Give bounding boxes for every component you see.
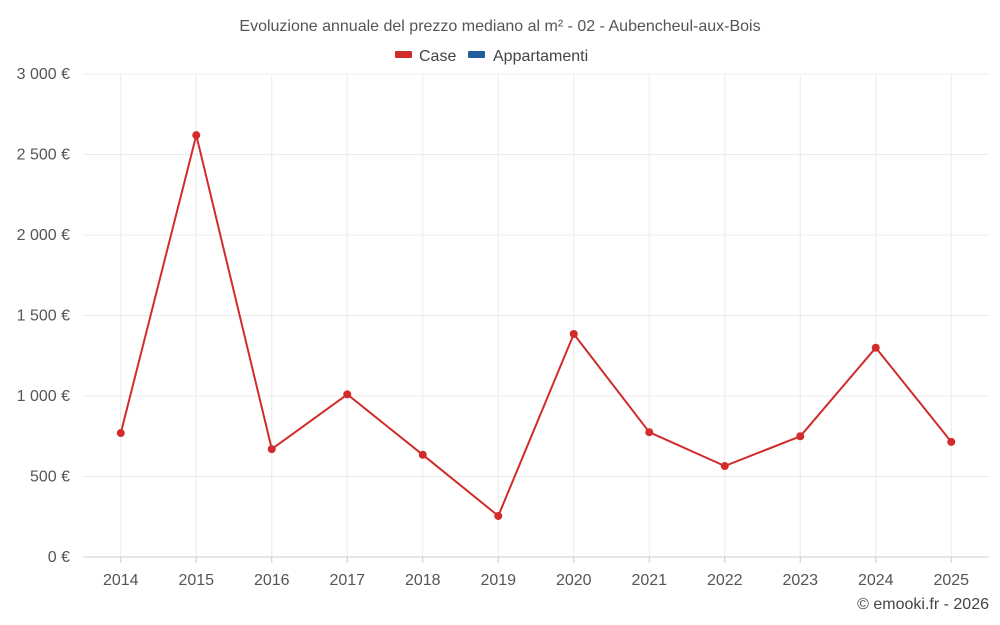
x-gridlines (120, 74, 952, 557)
y-tick-label: 2 500 € (17, 147, 70, 164)
chart-title: Evoluzione annuale del prezzo mediano al… (239, 18, 760, 35)
data-point-case-2015[interactable] (192, 131, 201, 140)
data-point-case-2024[interactable] (871, 343, 880, 352)
y-tick-label: 3 000 € (17, 66, 70, 83)
data-point-case-2020[interactable] (569, 330, 578, 339)
legend-label-case: Case (419, 48, 456, 65)
data-point-case-2014[interactable] (116, 429, 125, 438)
data-point-case-2017[interactable] (343, 390, 352, 399)
x-tick-label: 2025 (933, 572, 969, 589)
legend-swatch-case (395, 51, 412, 58)
data-point-case-2019[interactable] (494, 511, 503, 520)
legend-item-case[interactable]: Case (395, 48, 456, 65)
data-point-case-2021[interactable] (645, 428, 654, 437)
x-tick-label: 2023 (782, 572, 818, 589)
data-point-case-2025[interactable] (947, 437, 956, 446)
x-tick-label: 2019 (480, 572, 516, 589)
series-line-case (119, 134, 953, 517)
legend: Case Appartamenti (395, 48, 588, 65)
y-axis-tick-labels: 0 € 500 € 1 000 € 1 500 € 2 000 € 2 500 € 3 00… (17, 66, 70, 566)
y-tick-label: 1 500 € (17, 308, 70, 325)
legend-label-appartamenti: Appartamenti (493, 48, 588, 65)
x-tick-label: 2014 (103, 572, 139, 589)
data-point-case-2023[interactable] (796, 432, 805, 441)
x-tick-label: 2021 (631, 572, 667, 589)
y-tick-label: 1 000 € (17, 388, 70, 405)
y-tick-label: 500 € (30, 469, 70, 486)
series-case (116, 131, 956, 520)
y-tick-label: 0 € (48, 549, 70, 566)
x-tick-label: 2016 (254, 572, 290, 589)
y-gridlines (83, 73, 989, 477)
data-point-case-2022[interactable] (720, 462, 729, 471)
legend-swatch-appartamenti (468, 51, 485, 58)
x-tick-label: 2022 (707, 572, 743, 589)
credit-text: © emooki.fr - 2026 (857, 596, 989, 613)
x-axis: 2014 2015 2016 2017 2018 2019 2020 2021 2022 2023… (83, 556, 989, 589)
x-tick-label: 2015 (178, 572, 214, 589)
data-point-case-2016[interactable] (267, 445, 276, 454)
x-tick-label: 2020 (556, 572, 592, 589)
x-tick-label: 2024 (858, 572, 894, 589)
y-tick-label: 2 000 € (17, 227, 70, 244)
data-point-case-2018[interactable] (418, 450, 427, 459)
legend-item-appartamenti[interactable]: Appartamenti (468, 48, 588, 65)
x-tick-label: 2018 (405, 572, 441, 589)
x-tick-label: 2017 (329, 572, 365, 589)
